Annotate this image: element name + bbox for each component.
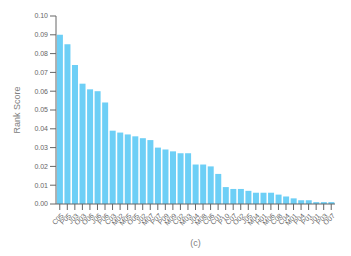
svg-text:Rank Score: Rank Score	[12, 86, 22, 133]
svg-text:0.05: 0.05	[34, 106, 48, 113]
svg-text:C05: C05	[50, 212, 65, 226]
svg-text:0.04: 0.04	[34, 125, 48, 132]
svg-text:M03: M03	[178, 212, 193, 227]
svg-text:H01: H01	[254, 212, 269, 226]
svg-text:0.09: 0.09	[34, 31, 48, 38]
svg-text:J06: J06	[89, 212, 103, 225]
svg-text:O02: O02	[231, 212, 246, 227]
svg-text:J03: J03	[66, 212, 80, 225]
svg-text:P04: P04	[292, 212, 306, 226]
svg-text:M06: M06	[261, 212, 276, 227]
svg-text:O06: O06	[80, 212, 95, 227]
svg-text:C03: C03	[103, 212, 118, 226]
svg-text:J04: J04	[187, 212, 201, 225]
svg-text:O03: O03	[73, 212, 88, 227]
svg-text:0.01: 0.01	[34, 182, 48, 189]
svg-text:M07: M07	[140, 212, 156, 227]
svg-text:J02: J02	[134, 212, 148, 225]
svg-text:P10: P10	[216, 212, 231, 226]
svg-text:0.08: 0.08	[34, 50, 48, 57]
svg-text:J01: J01	[308, 212, 322, 225]
svg-text:P03: P03	[314, 212, 329, 226]
svg-text:C06: C06	[201, 212, 216, 226]
svg-text:O05: O05	[125, 212, 141, 227]
svg-text:0.02: 0.02	[34, 163, 48, 170]
svg-text:C04: C04	[276, 212, 291, 226]
svg-text:C02: C02	[171, 212, 186, 226]
svg-text:M08: M08	[193, 212, 208, 227]
svg-text:P05: P05	[58, 212, 73, 226]
svg-text:P01: P01	[299, 212, 314, 226]
svg-text:C07: C07	[224, 212, 239, 226]
svg-text:M02: M02	[110, 212, 125, 227]
svg-text:O07: O07	[322, 212, 336, 226]
svg-text:M04: M04	[246, 212, 261, 227]
svg-text:M01: M01	[283, 212, 299, 227]
svg-text:P07: P07	[149, 212, 163, 226]
svg-text:C01: C01	[209, 212, 224, 226]
svg-text:0.06: 0.06	[34, 88, 48, 95]
svg-text:P06: P06	[96, 212, 110, 226]
svg-text:0.10: 0.10	[34, 12, 48, 19]
svg-text:M05: M05	[118, 212, 133, 227]
svg-text:0.00: 0.00	[34, 200, 48, 207]
svg-text:J05: J05	[240, 212, 254, 225]
svg-text:M09: M09	[163, 212, 178, 227]
svg-text:0.07: 0.07	[34, 69, 48, 76]
svg-text:(c): (c)	[190, 238, 201, 248]
svg-text:C08: C08	[269, 212, 284, 226]
svg-text:0.03: 0.03	[34, 144, 48, 151]
svg-text:P09: P09	[156, 212, 171, 226]
